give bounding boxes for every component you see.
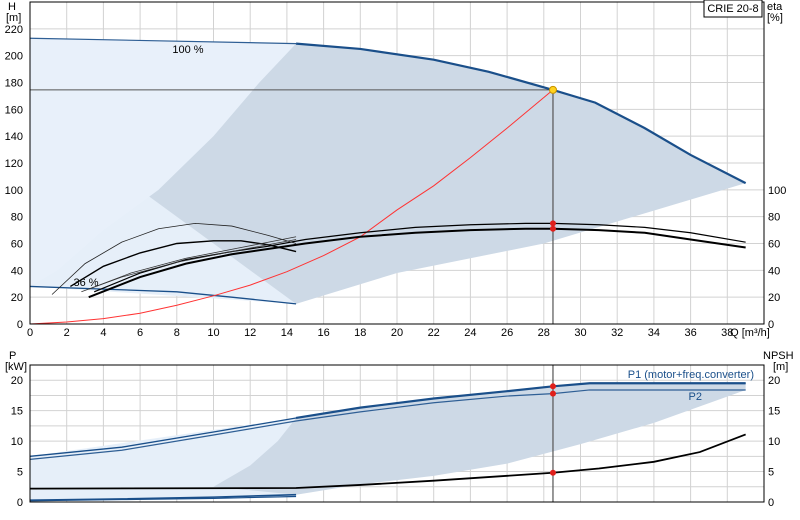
y-axis-unit: [m] (6, 12, 21, 24)
x-tick-label: 38 (721, 327, 733, 339)
p-axis-label: P (9, 350, 16, 362)
p-tick-label: 15 (11, 406, 23, 418)
power-area-dark (213, 383, 746, 495)
efficiency-strand (88, 236, 297, 290)
npsh-tick-label: 0 (768, 497, 774, 509)
power-min-curve (29, 493, 297, 501)
p1-label: P1 (motor+freq.converter) (628, 369, 754, 381)
x-tick-label: 2 (64, 327, 70, 339)
npsh-tick-label: 5 (768, 467, 774, 479)
x-tick-label: 6 (137, 327, 143, 339)
y-tick-label: 40 (11, 265, 23, 277)
plot-frame-bottom (29, 364, 765, 503)
eta-axis-label: eta (767, 1, 783, 13)
power-min-curve (29, 495, 297, 502)
operating-area-reduced (30, 38, 297, 287)
x-tick-label: 22 (428, 327, 440, 339)
x-tick-label: 0 (27, 327, 33, 339)
efficiency-reduced-thick (70, 240, 297, 288)
x-tick-label: 20 (391, 327, 403, 339)
p-tick-label: 5 (17, 467, 23, 479)
head-curve-reduced-top (29, 37, 297, 45)
eta-tick-label: 0 (768, 319, 774, 331)
x-tick-label: 14 (281, 327, 293, 339)
p-tick-label: 20 (11, 375, 23, 387)
x-tick-label: 36 (684, 327, 696, 339)
x-tick-label: 28 (538, 327, 550, 339)
p2-curve (29, 389, 746, 460)
plot-frame-top (29, 1, 765, 325)
y-tick-label: 20 (11, 292, 23, 304)
speed-label-36: 36 % (73, 277, 98, 289)
y-tick-label: 100 (5, 185, 23, 197)
npsh-tick-label: 20 (768, 375, 780, 387)
x-tick-label: 30 (574, 327, 586, 339)
eta-point-marker (549, 220, 556, 227)
npsh-axis-unit: [m] (773, 361, 788, 373)
x-tick-label: 18 (354, 327, 366, 339)
head-curve-min (29, 285, 297, 305)
x-tick-label: 26 (501, 327, 513, 339)
x-tick-label: 12 (244, 327, 256, 339)
eta-tick-label: 100 (768, 185, 786, 197)
eta-tick-label: 80 (768, 212, 780, 224)
head-panel (29, 0, 765, 325)
title-box (703, 0, 763, 18)
efficiency-curve-thick (88, 227, 746, 299)
npsh-axis-label: NPSH (763, 350, 794, 362)
y-tick-label: 80 (11, 212, 23, 224)
p1-duty-marker (549, 383, 556, 390)
eta-tick-label: 20 (768, 292, 780, 304)
y-tick-label: 160 (5, 104, 23, 116)
y-tick-label: 200 (5, 51, 23, 63)
speed-label-100: 100 % (172, 44, 203, 56)
x-tick-label: 16 (317, 327, 329, 339)
p-tick-label: 0 (17, 497, 23, 509)
eta-point-marker (549, 225, 556, 232)
p-axis-unit: [kW] (5, 361, 27, 373)
eta-axis-unit: [%] (767, 12, 783, 24)
y-axis-label: H (8, 1, 16, 13)
p-tick-label: 10 (11, 436, 23, 448)
x-tick-label: 8 (174, 327, 180, 339)
x-tick-label: 32 (611, 327, 623, 339)
duty-point-marker (548, 85, 557, 94)
npsh-curve (29, 433, 746, 490)
y-tick-label: 180 (5, 78, 23, 90)
y-tick-label: 60 (11, 239, 23, 251)
power-panel (29, 364, 765, 503)
npsh-duty-marker (549, 469, 556, 476)
efficiency-curve-thin (93, 222, 746, 293)
x-tick-label: 24 (464, 327, 476, 339)
chart-title: CRIE 20-8 (707, 3, 758, 15)
npsh-tick-label: 15 (768, 406, 780, 418)
efficiency-reduced-thin (51, 222, 297, 295)
p2-label: P2 (689, 391, 702, 403)
p1-curve-max (295, 382, 746, 420)
eta-tick-label: 60 (768, 239, 780, 251)
p2-duty-marker (549, 390, 556, 397)
x-tick-label: 10 (207, 327, 219, 339)
y-tick-label: 0 (17, 319, 23, 331)
x-tick-label: 4 (100, 327, 106, 339)
y-tick-label: 220 (5, 24, 23, 36)
y-tick-label: 120 (5, 158, 23, 170)
eta-tick-label: 40 (768, 265, 780, 277)
npsh-tick-label: 10 (768, 436, 780, 448)
x-axis-label: Q [m³/h] (730, 327, 770, 339)
y-tick-label: 140 (5, 131, 23, 143)
x-tick-label: 34 (648, 327, 660, 339)
system-curve (29, 89, 554, 325)
